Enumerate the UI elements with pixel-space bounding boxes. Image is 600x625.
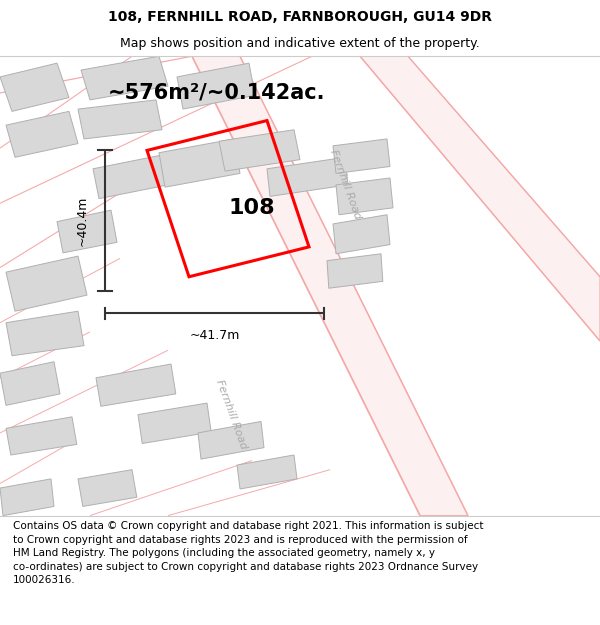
Polygon shape [138,403,211,444]
Polygon shape [192,56,468,516]
Polygon shape [0,63,69,111]
Polygon shape [360,56,600,341]
Polygon shape [177,63,255,109]
Polygon shape [159,139,240,187]
Polygon shape [6,417,77,455]
Polygon shape [0,362,60,406]
Polygon shape [219,130,300,171]
Polygon shape [6,111,78,158]
Polygon shape [96,364,176,406]
Polygon shape [93,155,168,199]
Text: Fernhill Road: Fernhill Road [328,149,362,221]
Polygon shape [81,56,168,100]
Text: 108, FERNHILL ROAD, FARNBOROUGH, GU14 9DR: 108, FERNHILL ROAD, FARNBOROUGH, GU14 9D… [108,10,492,24]
Polygon shape [6,311,84,356]
Text: Map shows position and indicative extent of the property.: Map shows position and indicative extent… [120,38,480,51]
Polygon shape [327,254,383,288]
Text: ~41.7m: ~41.7m [190,329,239,342]
Text: ~40.4m: ~40.4m [76,195,89,246]
Polygon shape [6,256,87,311]
Polygon shape [57,210,117,253]
Polygon shape [0,479,54,516]
Polygon shape [333,215,390,254]
Text: Contains OS data © Crown copyright and database right 2021. This information is : Contains OS data © Crown copyright and d… [13,521,484,586]
Polygon shape [336,178,393,215]
Polygon shape [267,158,348,196]
Polygon shape [333,139,390,173]
Polygon shape [237,455,297,489]
Polygon shape [78,470,137,506]
Polygon shape [78,100,162,139]
Polygon shape [198,421,264,459]
Text: Fernhill Road: Fernhill Road [214,378,248,451]
Text: 108: 108 [229,198,275,218]
Text: ~576m²/~0.142ac.: ~576m²/~0.142ac. [108,83,325,103]
